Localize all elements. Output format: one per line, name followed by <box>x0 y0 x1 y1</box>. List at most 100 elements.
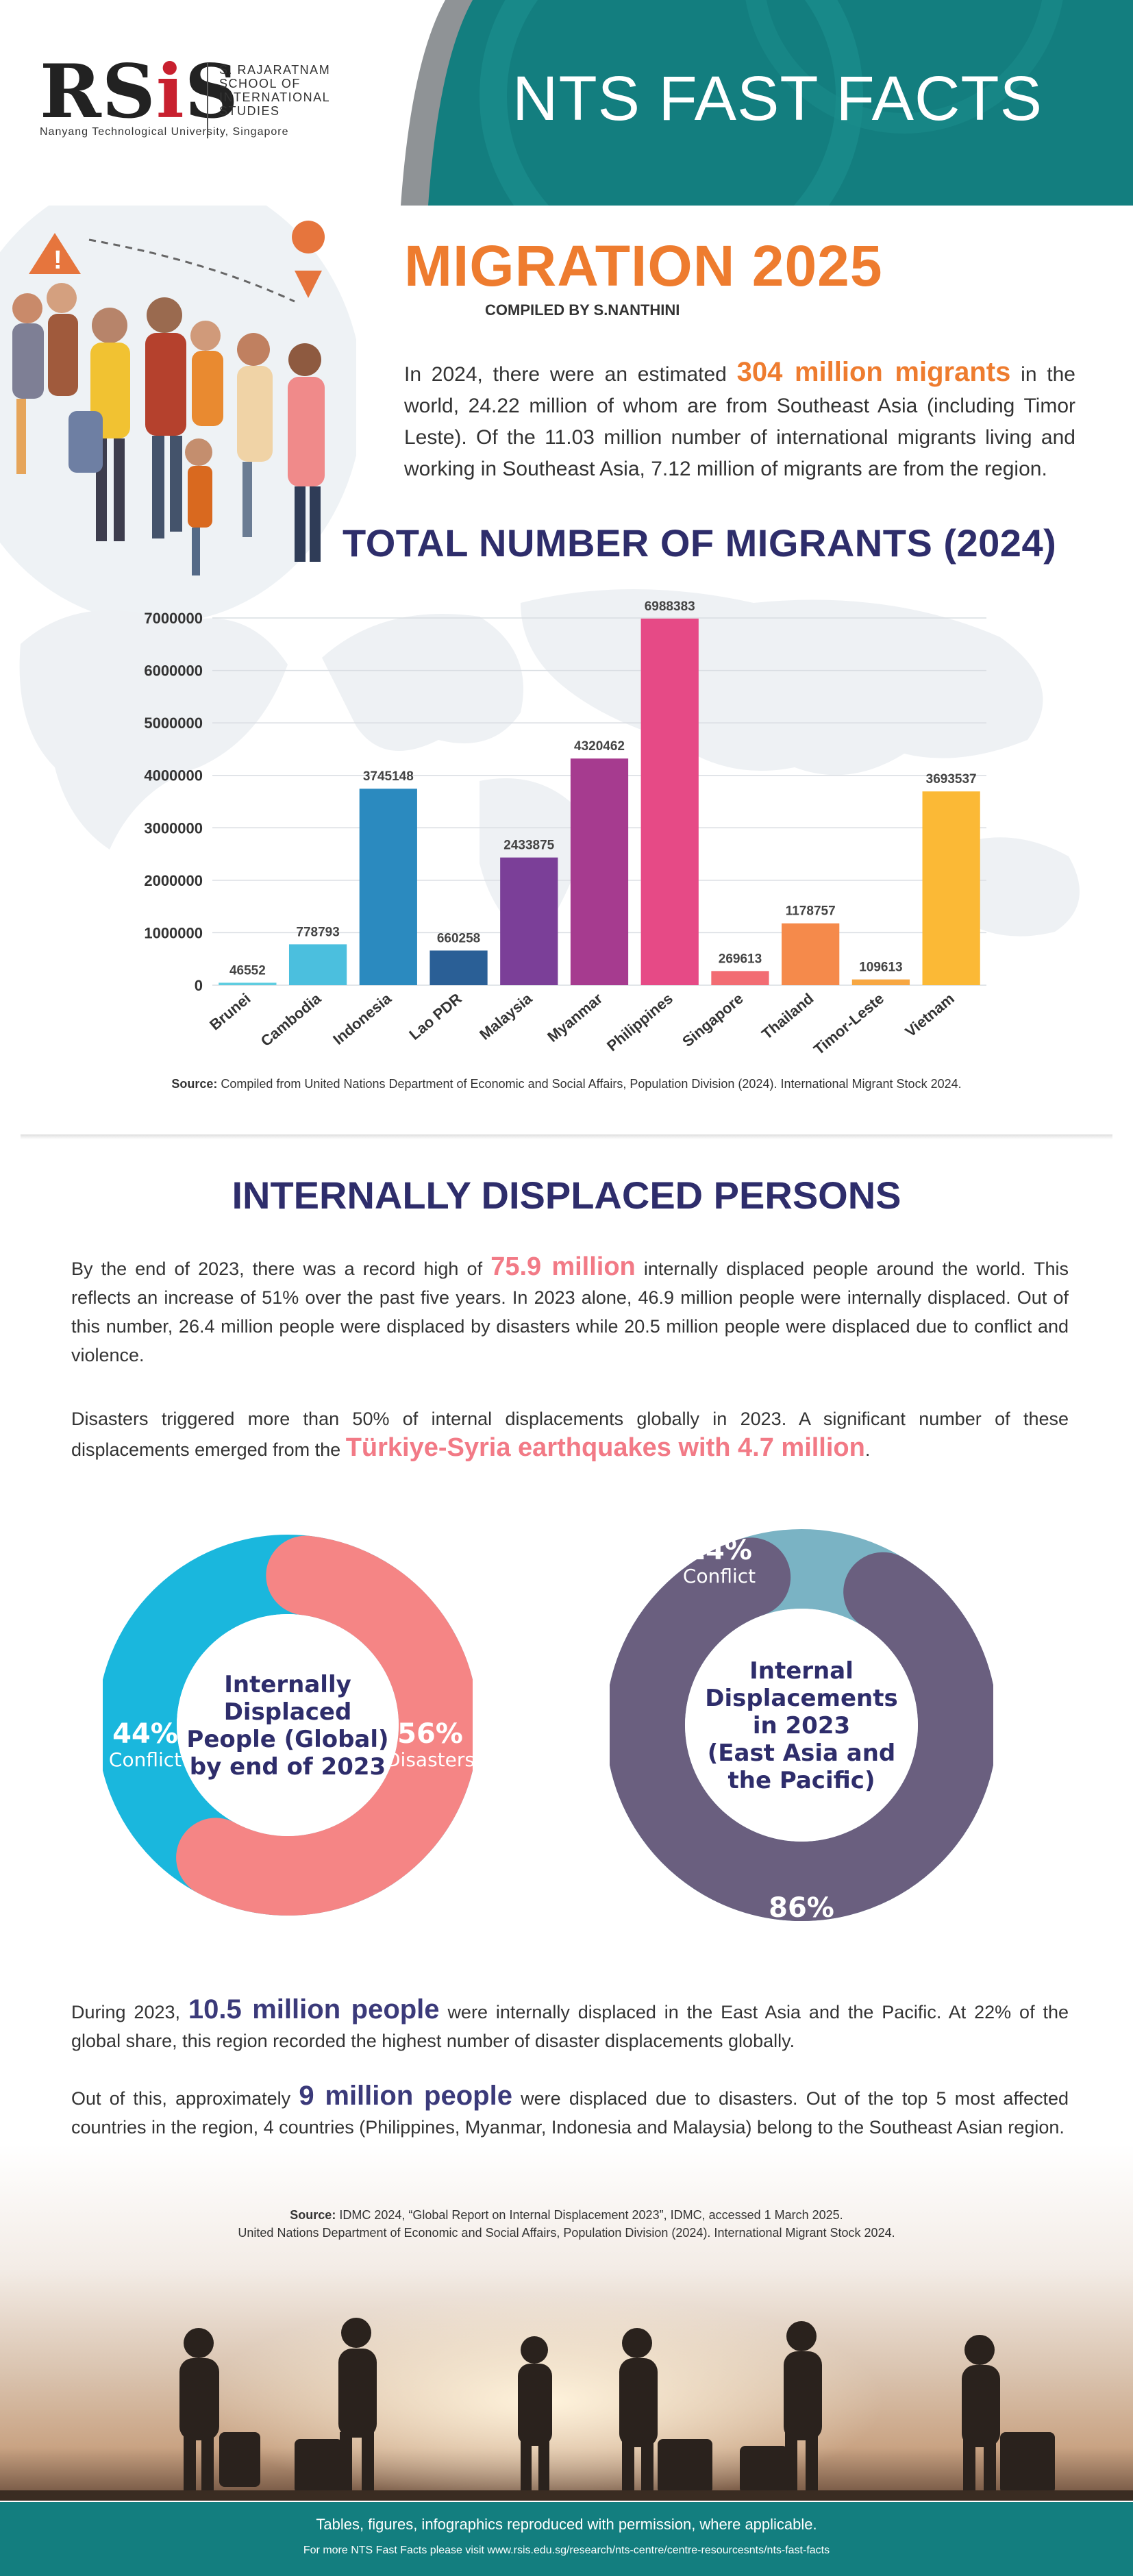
warning-icon-mark: ! <box>53 246 62 275</box>
banner-circle-decoration <box>480 0 863 206</box>
bar-data-label: 2433875 <box>503 839 554 853</box>
donut-hole <box>685 1609 918 1842</box>
idp-paragraph-4: Out of this, approximately 9 million peo… <box>71 2081 1069 2138</box>
donut-disasters-percent: 56% <box>397 1718 463 1750</box>
banner-title: NTS FAST FACTS <box>512 64 1043 134</box>
silhouettes <box>0 2318 1133 2501</box>
x-tick-label: Brunei <box>206 990 253 1034</box>
continent-shape <box>322 614 523 751</box>
bar-data-label: 109613 <box>859 961 902 975</box>
footer-link-note[interactable]: For more NTS Fast Facts please visit www… <box>303 2544 830 2556</box>
sun-glow <box>0 2144 1133 2501</box>
eap-idp-highlight: 10.5 million people <box>188 1994 440 2024</box>
donut-center-label: (East Asia and <box>708 1739 896 1767</box>
donut-conflict-percent: 44% <box>112 1718 178 1750</box>
silhouette-scene <box>0 2144 1133 2501</box>
y-tick-label: 2000000 <box>144 872 203 889</box>
header-banner-band <box>401 0 1133 206</box>
bar-data-label: 6988383 <box>645 599 695 614</box>
donut-center-label: in 2023 <box>753 1712 850 1739</box>
migrants-highlight: 304 million migrants <box>736 357 1011 387</box>
footer-permission-note: Tables, figures, infographics reproduced… <box>316 2516 817 2533</box>
migrant-people-group <box>12 283 325 575</box>
y-tick-label: 7000000 <box>144 610 203 627</box>
donut-disasters-label: Disasters <box>386 1748 473 1771</box>
donut-center-label: by end of 2023 <box>190 1753 386 1781</box>
x-tick-label: Lao PDR <box>406 990 464 1043</box>
bar-indonesia <box>359 789 417 985</box>
y-tick-label: 5000000 <box>144 715 203 732</box>
donut-disasters-segment <box>176 1535 473 1916</box>
bar-malaysia <box>500 857 558 985</box>
idp-paragraph-2: Disasters triggered more than 50% of int… <box>71 1409 1069 1462</box>
y-tick-label: 1000000 <box>144 924 203 941</box>
x-tick-label: Malaysia <box>476 989 536 1043</box>
bar-data-label: 1178757 <box>786 904 836 919</box>
donut-disasters-label: Disasters <box>757 1922 846 1945</box>
bar-myanmar <box>570 758 629 985</box>
compiled-by: COMPILED BY S.NANTHINI <box>485 301 680 319</box>
bar-data-label: 269613 <box>719 952 762 966</box>
donut-center-label: Internally <box>224 1671 351 1698</box>
donut-conflict-label: Conflict <box>109 1748 182 1771</box>
bar-data-label: 3693537 <box>926 772 977 787</box>
location-pin-icon <box>295 271 322 298</box>
bar-data-label: 46552 <box>229 963 266 978</box>
migration-title: MIGRATION 2025 <box>404 234 883 298</box>
bar-brunei <box>219 982 277 985</box>
y-tick-label: 0 <box>195 977 203 994</box>
donut-conflict-percent: 14% <box>686 1535 752 1566</box>
bar-data-label: 778793 <box>296 925 339 939</box>
logo-school-name: S. RAJARATNAM SCHOOL OF INTERNATIONAL ST… <box>219 63 331 118</box>
y-tick-label: 6000000 <box>144 662 203 680</box>
x-tick-label: Thailand <box>758 990 817 1043</box>
x-tick-label: Vietnam <box>902 990 958 1041</box>
logo-divider <box>207 63 208 138</box>
y-tick-label: 4000000 <box>144 767 203 784</box>
bar-data-label: 3745148 <box>363 769 414 784</box>
bar-philippines <box>640 618 699 985</box>
chart-source: Source: Compiled from United Nations Dep… <box>171 1077 962 1091</box>
donut-conflict-label: Conflict <box>683 1565 756 1587</box>
migration-intro-paragraph: In 2024, there were an estimated 304 mil… <box>404 357 1075 480</box>
donut-center-label: Displaced <box>224 1698 352 1726</box>
bar-timor-leste <box>851 979 910 985</box>
idp-paragraph-3: During 2023, 10.5 million people were in… <box>71 1994 1069 2051</box>
idp-title: INTERNALLY DISPLACED PERSONS <box>232 1174 901 1217</box>
bar-cambodia <box>288 944 347 985</box>
idp-total-highlight: 75.9 million <box>490 1252 636 1281</box>
donut-center-label: the Pacific) <box>727 1767 875 1794</box>
donut-center-label: People (Global) <box>186 1726 388 1753</box>
migrants-bar-chart: 0 1000000 2000000 3000000 4000000 5000000 6000… <box>144 599 986 1058</box>
bar-data-label: 660258 <box>437 931 480 945</box>
donut-center-label: Displacements <box>705 1685 897 1712</box>
banner-circle-decoration <box>745 0 1063 134</box>
travel-path <box>88 238 295 303</box>
x-tick-label: Myanmar <box>544 989 606 1045</box>
x-tick-label: Indonesia <box>329 989 395 1048</box>
bar-singapore <box>711 971 769 985</box>
y-tick-label: 3000000 <box>144 819 203 837</box>
logo-university: Nanyang Technological University, Singap… <box>40 126 289 138</box>
bar-data-label: 4320462 <box>574 739 625 754</box>
bar-thailand <box>782 923 840 985</box>
x-tick-label: Timor-Leste <box>810 990 887 1058</box>
idp-paragraph-1: By the end of 2023, there was a record h… <box>71 1252 1069 1365</box>
chart-title: TOTAL NUMBER OF MIGRANTS (2024) <box>343 521 1057 565</box>
section-divider <box>21 1135 1112 1139</box>
earthquake-highlight: Türkiye-Syria earthquakes with 4.7 milli… <box>345 1433 865 1462</box>
bar-vietnam <box>922 791 980 985</box>
x-tick-label: Cambodia <box>258 989 325 1050</box>
location-pin-icon <box>292 221 325 253</box>
x-tick-label: Philippines <box>603 990 676 1055</box>
idp-source: Source: IDMC 2024, “Global Report on Int… <box>238 2208 895 2240</box>
donut-disasters-segment <box>610 1537 993 1921</box>
donut-disasters-percent: 86% <box>769 1892 834 1924</box>
footer <box>0 2502 1133 2576</box>
disaster-idp-highlight: 9 million people <box>299 2081 512 2111</box>
warning-icon <box>29 233 81 274</box>
banner-teal <box>428 0 1133 206</box>
x-tick-label: Singapore <box>679 990 746 1050</box>
